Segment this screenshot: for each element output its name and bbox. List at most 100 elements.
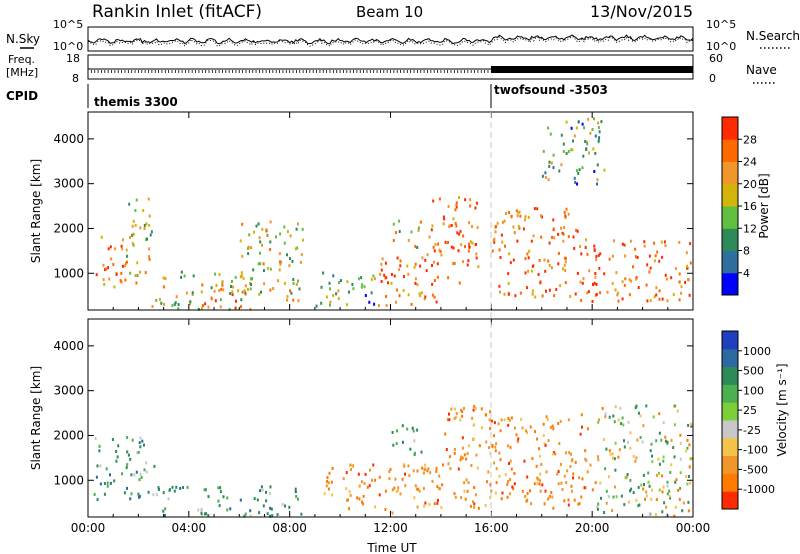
scatter-cell [440, 253, 443, 257]
scatter-cell [284, 504, 286, 508]
scatter-cell [121, 472, 123, 476]
scatter-cell [167, 497, 170, 501]
scatter-cell [95, 475, 98, 479]
scatter-cell [459, 458, 462, 462]
scatter-cell [249, 514, 252, 518]
scatter-cell [473, 486, 476, 489]
scatter-cell [424, 467, 427, 471]
scatter-cell [603, 272, 606, 276]
scatter-cell [131, 224, 134, 228]
scatter-cell [656, 250, 659, 254]
scatter-cell [509, 478, 511, 481]
scatter-cell [557, 482, 560, 486]
scatter-cell [513, 482, 516, 486]
scatter-cell [275, 235, 277, 239]
scatter-cell [600, 496, 602, 500]
scatter-cell [438, 248, 441, 252]
scatter-cell [624, 476, 627, 480]
scatter-cell [552, 227, 555, 231]
scatter-cell [257, 262, 260, 266]
scatter-cell [432, 260, 435, 264]
scatter-cell [690, 422, 693, 426]
scatter-cell [586, 291, 589, 295]
scatter-cell [244, 512, 247, 516]
scatter-cell [661, 255, 664, 259]
scatter-cell [623, 243, 626, 247]
scatter-cell [150, 230, 153, 234]
scatter-cell [266, 512, 269, 516]
scatter-cell [527, 269, 530, 273]
scatter-cell [531, 457, 534, 460]
colorbar-tick-label: 8 [743, 245, 750, 258]
x-tick-label: 12:00 [373, 521, 408, 535]
scatter-cell [662, 455, 665, 459]
scatter-cell [370, 278, 373, 281]
scatter-cell [416, 283, 419, 287]
scatter-cell [460, 243, 463, 247]
scatter-cell [494, 449, 497, 453]
scatter-cell [490, 489, 493, 493]
scatter-cell [192, 274, 195, 278]
scatter-cell [597, 420, 600, 424]
scatter-cell [393, 274, 396, 278]
scatter-cell [639, 414, 642, 418]
colorbar-tick-label: 500 [743, 365, 764, 378]
scatter-cell [96, 498, 99, 501]
scatter-cell [409, 447, 412, 451]
scatter-cell [240, 274, 243, 278]
scatter-cell [596, 182, 598, 186]
scatter-cell [235, 299, 237, 303]
colorbar-tick-label: 100 [743, 384, 764, 397]
x-tick-label: 04:00 [172, 521, 207, 535]
scatter-cell [569, 295, 572, 298]
scatter-cell [289, 289, 291, 293]
scatter-cell [270, 507, 273, 511]
scatter-cell [551, 235, 553, 239]
scatter-cell [136, 274, 139, 277]
scatter-cell [453, 447, 456, 451]
scatter-cell [229, 507, 232, 511]
scatter-cell [380, 268, 383, 272]
scatter-cell [131, 233, 134, 237]
scatter-cell [283, 241, 286, 245]
scatter-cell [385, 295, 388, 298]
scatter-cell [207, 305, 210, 309]
scatter-cell [533, 207, 536, 211]
scatter-cell [413, 496, 416, 500]
scatter-cell [291, 259, 294, 263]
scatter-cell [385, 276, 388, 280]
scatter-cell [239, 275, 242, 279]
scatter-cell [629, 479, 632, 482]
scatter-cell [226, 508, 229, 512]
scatter-cell [614, 485, 616, 489]
scatter-cell [260, 485, 263, 489]
scatter-cell [457, 467, 460, 471]
scatter-cell [526, 492, 529, 496]
scatter-cell [582, 277, 585, 281]
colorbar-segment [722, 348, 738, 368]
scatter-cell [289, 234, 292, 238]
scatter-cell [452, 217, 455, 221]
scatter-cell [112, 263, 115, 266]
scatter-cell [432, 245, 435, 249]
scatter-cell [595, 254, 598, 258]
scatter-cell [471, 225, 473, 229]
scatter-cell [511, 485, 514, 489]
scatter-cell [471, 416, 474, 420]
scatter-cell [454, 221, 457, 225]
scatter-cell [531, 289, 534, 293]
scatter-cell [124, 278, 127, 282]
scatter-cell [346, 280, 349, 284]
scatter-cell [565, 451, 567, 455]
scatter-cell [688, 475, 690, 478]
scatter-cell [542, 434, 545, 437]
colorbar-segment [722, 161, 738, 185]
colorbar-tick-label: 24 [743, 156, 757, 169]
scatter-cell [632, 265, 634, 269]
scatter-cell [534, 295, 537, 299]
scatter-cell [645, 283, 648, 287]
colorbar-segment [722, 473, 738, 492]
scatter-cell [661, 490, 664, 494]
scatter-cell [138, 478, 141, 482]
scatter-cell [126, 463, 129, 467]
